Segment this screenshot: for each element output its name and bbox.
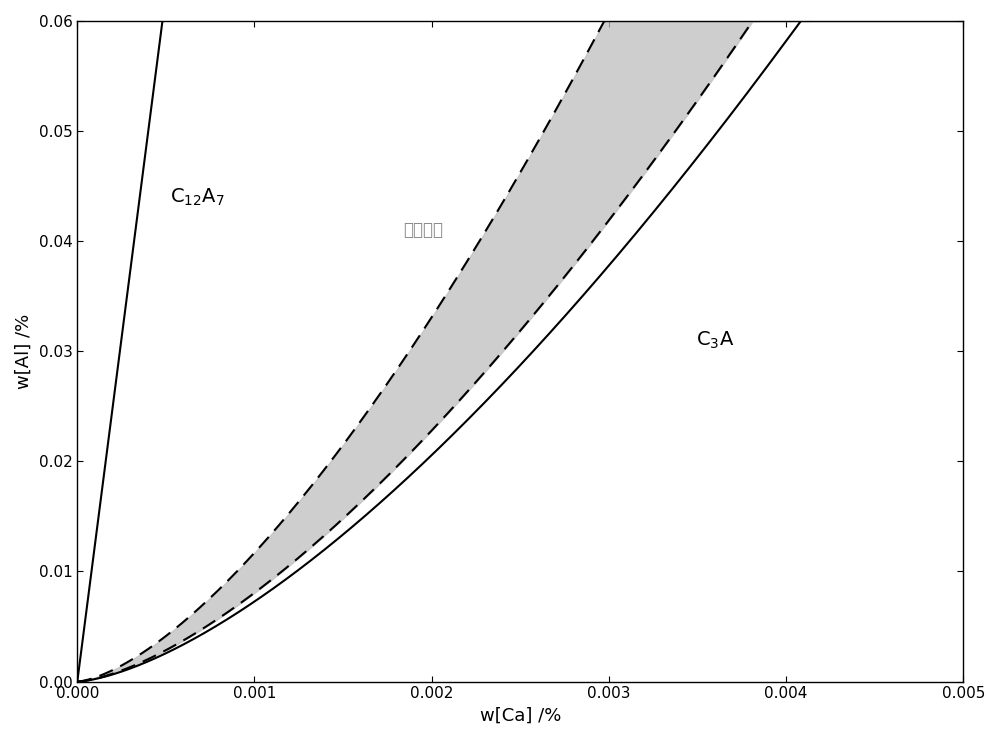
Text: C$_{12}$A$_7$: C$_{12}$A$_7$ <box>170 186 225 208</box>
Text: C$_3$A: C$_3$A <box>696 329 734 351</box>
Y-axis label: w[Al] /%: w[Al] /% <box>15 314 33 389</box>
X-axis label: w[Ca] /%: w[Ca] /% <box>480 707 561 725</box>
Text: 目标区域: 目标区域 <box>403 221 443 239</box>
